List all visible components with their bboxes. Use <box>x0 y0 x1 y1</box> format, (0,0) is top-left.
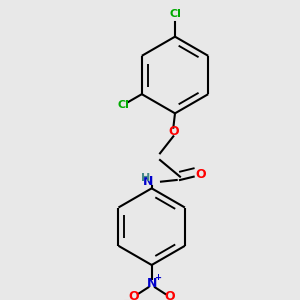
Text: Cl: Cl <box>117 100 129 110</box>
Text: O: O <box>128 290 139 300</box>
Text: O: O <box>196 168 206 181</box>
Text: O: O <box>168 125 178 138</box>
Text: N: N <box>143 175 153 188</box>
Text: H: H <box>141 173 150 183</box>
Text: +: + <box>154 274 161 283</box>
Text: Cl: Cl <box>169 9 181 19</box>
Text: N: N <box>146 277 157 290</box>
Text: −: − <box>123 296 132 300</box>
Text: O: O <box>165 290 175 300</box>
